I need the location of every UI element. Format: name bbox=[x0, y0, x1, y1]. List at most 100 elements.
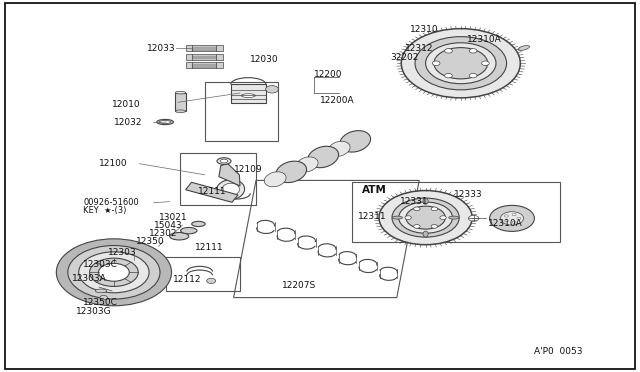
Ellipse shape bbox=[95, 289, 107, 293]
Circle shape bbox=[405, 216, 412, 219]
Circle shape bbox=[413, 207, 420, 211]
Text: KEY  ★-(3): KEY ★-(3) bbox=[83, 206, 127, 215]
Text: 12109: 12109 bbox=[234, 165, 262, 174]
Text: 12311: 12311 bbox=[358, 212, 387, 221]
Circle shape bbox=[433, 61, 440, 65]
Circle shape bbox=[413, 225, 420, 228]
Ellipse shape bbox=[518, 45, 529, 51]
Text: 12331: 12331 bbox=[400, 197, 429, 206]
Circle shape bbox=[504, 219, 508, 222]
Ellipse shape bbox=[340, 131, 371, 152]
Circle shape bbox=[392, 198, 460, 237]
Circle shape bbox=[512, 214, 516, 216]
Text: 12200: 12200 bbox=[314, 70, 342, 79]
Circle shape bbox=[99, 263, 129, 281]
Text: 12312: 12312 bbox=[404, 44, 433, 53]
Ellipse shape bbox=[175, 110, 186, 113]
Circle shape bbox=[79, 252, 149, 293]
Ellipse shape bbox=[241, 94, 255, 97]
Circle shape bbox=[100, 295, 108, 300]
Ellipse shape bbox=[220, 159, 228, 163]
Ellipse shape bbox=[216, 180, 244, 200]
Ellipse shape bbox=[392, 216, 403, 219]
Circle shape bbox=[512, 221, 516, 223]
Text: A'P0  0053: A'P0 0053 bbox=[534, 347, 583, 356]
Circle shape bbox=[379, 190, 472, 245]
Text: 12333: 12333 bbox=[454, 190, 483, 199]
Circle shape bbox=[56, 239, 172, 306]
Ellipse shape bbox=[276, 161, 307, 183]
Bar bbox=[352, 182, 560, 242]
Text: 12303C: 12303C bbox=[83, 260, 118, 269]
Text: 12033: 12033 bbox=[147, 44, 176, 53]
Bar bbox=[186, 45, 223, 51]
Circle shape bbox=[399, 202, 452, 233]
Ellipse shape bbox=[221, 183, 239, 196]
Bar bbox=[166, 257, 240, 291]
Circle shape bbox=[207, 278, 216, 283]
Bar bbox=[186, 54, 223, 60]
Text: 12310A: 12310A bbox=[488, 219, 522, 228]
Circle shape bbox=[500, 212, 524, 225]
Circle shape bbox=[517, 217, 521, 219]
Circle shape bbox=[401, 29, 520, 98]
Bar bbox=[231, 84, 266, 103]
Circle shape bbox=[415, 37, 507, 90]
Ellipse shape bbox=[180, 227, 197, 234]
Bar bbox=[205, 82, 278, 141]
Text: 12200A: 12200A bbox=[320, 96, 355, 105]
Text: 00926-51600: 00926-51600 bbox=[83, 198, 139, 207]
Circle shape bbox=[434, 48, 488, 79]
Circle shape bbox=[469, 73, 477, 78]
Circle shape bbox=[440, 216, 446, 219]
Text: 12100: 12100 bbox=[99, 159, 128, 168]
Ellipse shape bbox=[468, 215, 479, 221]
Circle shape bbox=[431, 225, 438, 228]
Text: 12112: 12112 bbox=[173, 275, 202, 283]
Text: 12303A: 12303A bbox=[72, 274, 106, 283]
Ellipse shape bbox=[175, 92, 186, 94]
Circle shape bbox=[469, 49, 477, 53]
Ellipse shape bbox=[449, 216, 459, 219]
Bar bbox=[180, 153, 256, 205]
Text: 12350: 12350 bbox=[136, 237, 164, 246]
Circle shape bbox=[406, 206, 445, 229]
Ellipse shape bbox=[217, 158, 231, 164]
Text: 32202: 32202 bbox=[390, 53, 419, 62]
Circle shape bbox=[90, 258, 138, 286]
Ellipse shape bbox=[192, 221, 205, 227]
Circle shape bbox=[431, 207, 438, 211]
Ellipse shape bbox=[423, 231, 428, 237]
Text: 15043: 15043 bbox=[154, 221, 182, 230]
Text: 12303: 12303 bbox=[108, 248, 136, 257]
Ellipse shape bbox=[157, 119, 173, 125]
Text: 13021: 13021 bbox=[159, 213, 188, 222]
Bar bbox=[186, 182, 238, 202]
Text: 12350C: 12350C bbox=[83, 298, 118, 307]
Circle shape bbox=[68, 246, 160, 299]
Ellipse shape bbox=[423, 198, 428, 204]
Text: 12310A: 12310A bbox=[467, 35, 502, 44]
Ellipse shape bbox=[170, 232, 189, 240]
Ellipse shape bbox=[296, 157, 318, 172]
Circle shape bbox=[266, 86, 278, 93]
Text: 12010: 12010 bbox=[112, 100, 141, 109]
Text: 12032: 12032 bbox=[114, 118, 143, 127]
Text: 12310: 12310 bbox=[410, 25, 438, 34]
Ellipse shape bbox=[328, 141, 350, 156]
Circle shape bbox=[504, 215, 508, 217]
Bar bbox=[186, 62, 223, 68]
Text: 12303G: 12303G bbox=[76, 307, 111, 316]
Polygon shape bbox=[219, 164, 240, 186]
Text: 12030: 12030 bbox=[250, 55, 278, 64]
Text: 12302: 12302 bbox=[148, 229, 177, 238]
Circle shape bbox=[445, 73, 452, 78]
Ellipse shape bbox=[159, 121, 171, 124]
Circle shape bbox=[481, 61, 489, 65]
Text: 12111: 12111 bbox=[198, 187, 227, 196]
Text: ATM: ATM bbox=[362, 185, 387, 195]
Text: 12207S: 12207S bbox=[282, 281, 316, 290]
Ellipse shape bbox=[308, 146, 339, 168]
Bar bbox=[175, 93, 186, 111]
Circle shape bbox=[445, 49, 452, 53]
